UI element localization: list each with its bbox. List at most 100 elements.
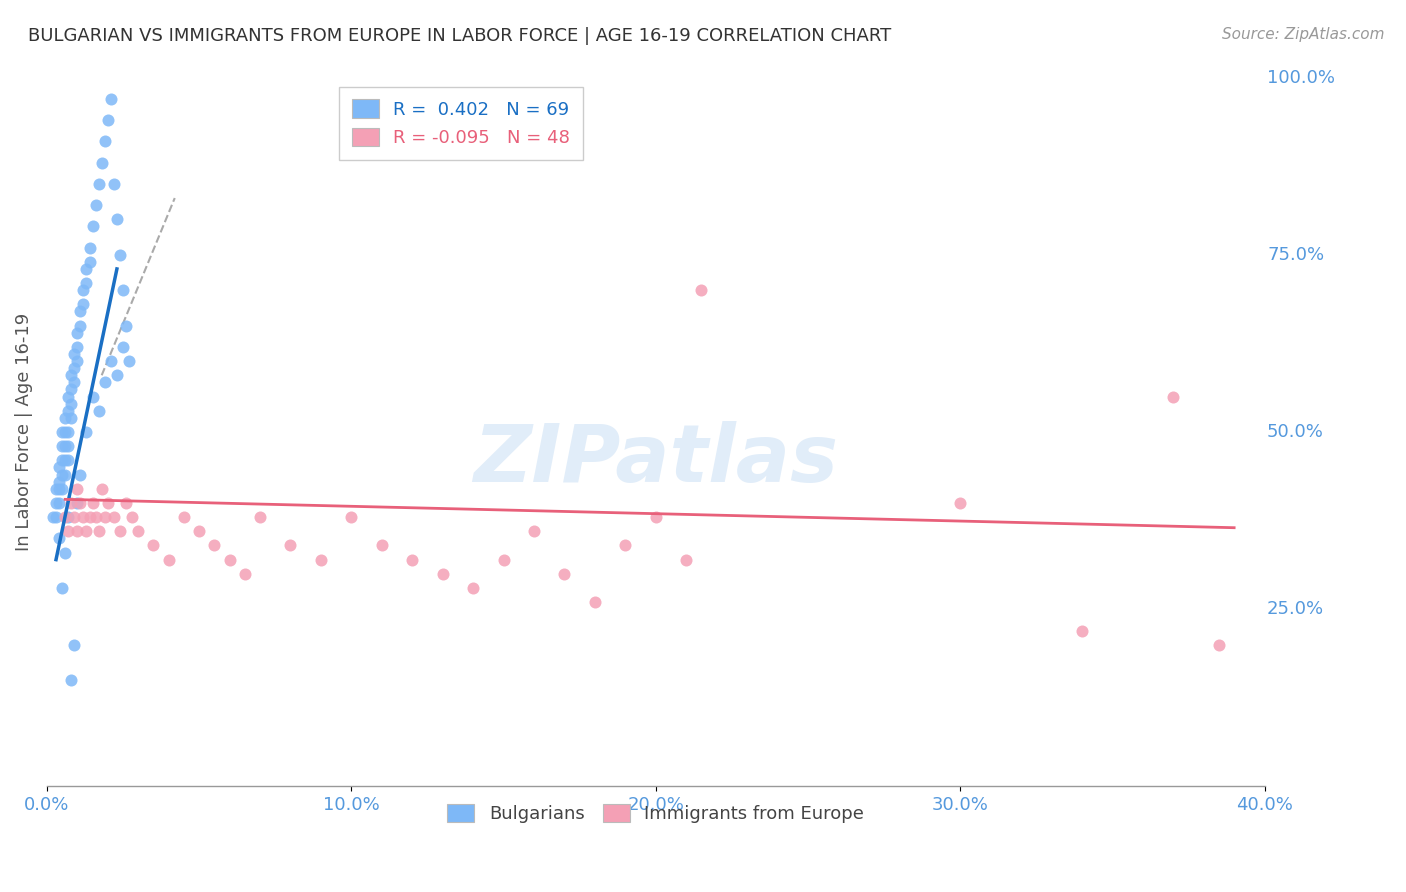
Point [63, 510, 86, 524]
Y-axis label: In Labor Force | Age 16-19: In Labor Force | Age 16-19 [15, 313, 32, 551]
Text: 75.0%: 75.0% [1267, 246, 1324, 264]
Point [84, 198, 107, 212]
Point [69, 467, 91, 482]
Text: Source: ZipAtlas.com: Source: ZipAtlas.com [1222, 27, 1385, 42]
Point [45, 510, 67, 524]
Point [53, 425, 76, 439]
Point [644, 510, 666, 524]
Point [108, 248, 131, 262]
Point [583, 595, 606, 609]
Point [60, 673, 83, 687]
Point [118, 354, 141, 368]
Point [66, 354, 89, 368]
Point [53, 467, 76, 482]
Point [1161, 390, 1184, 404]
Point [48, 475, 70, 489]
Point [60, 397, 83, 411]
Point [87, 177, 110, 191]
Point [69, 304, 91, 318]
Point [218, 552, 240, 566]
Point [58, 425, 80, 439]
Point [66, 524, 89, 539]
Point [115, 496, 138, 510]
Text: 25.0%: 25.0% [1267, 600, 1324, 618]
Point [82, 496, 104, 510]
Point [48, 482, 70, 496]
Point [340, 510, 363, 524]
Point [45, 482, 67, 496]
Point [105, 212, 128, 227]
Point [51, 467, 73, 482]
Point [233, 566, 256, 581]
Point [115, 318, 138, 333]
Point [614, 538, 637, 552]
Point [401, 552, 423, 566]
Point [66, 482, 89, 496]
Point [63, 376, 86, 390]
Point [690, 283, 713, 297]
Point [1208, 638, 1230, 652]
Point [69, 496, 91, 510]
Point [79, 255, 101, 269]
Text: BULGARIAN VS IMMIGRANTS FROM EUROPE IN LABOR FORCE | AGE 16-19 CORRELATION CHART: BULGARIAN VS IMMIGRANTS FROM EUROPE IN L… [28, 27, 891, 45]
Point [48, 532, 70, 546]
Point [53, 453, 76, 467]
Point [53, 510, 76, 524]
Point [60, 496, 83, 510]
Point [66, 326, 89, 340]
Point [87, 524, 110, 539]
Point [553, 566, 575, 581]
Point [48, 496, 70, 510]
Point [492, 552, 515, 566]
Point [75, 262, 97, 277]
Point [60, 410, 83, 425]
Point [63, 638, 86, 652]
Point [84, 510, 107, 524]
Point [87, 403, 110, 417]
Point [51, 425, 73, 439]
Point [51, 482, 73, 496]
Point [188, 524, 211, 539]
Point [58, 439, 80, 453]
Point [127, 524, 149, 539]
Point [142, 538, 165, 552]
Point [48, 460, 70, 475]
Point [111, 283, 134, 297]
Point [45, 496, 67, 510]
Point [202, 538, 225, 552]
Point [51, 581, 73, 595]
Point [100, 92, 122, 106]
Point [93, 134, 115, 148]
Point [121, 510, 143, 524]
Point [60, 383, 83, 397]
Point [72, 283, 94, 297]
Point [93, 376, 115, 390]
Point [75, 524, 97, 539]
Point [93, 510, 115, 524]
Point [58, 403, 80, 417]
Point [42, 510, 65, 524]
Point [63, 347, 86, 361]
Point [280, 538, 302, 552]
Point [111, 340, 134, 354]
Point [51, 439, 73, 453]
Point [108, 524, 131, 539]
Point [309, 552, 332, 566]
Point [90, 155, 112, 169]
Point [949, 496, 972, 510]
Point [82, 390, 104, 404]
Point [69, 318, 91, 333]
Point [60, 368, 83, 383]
Point [53, 439, 76, 453]
Point [82, 219, 104, 234]
Point [53, 545, 76, 559]
Point [66, 496, 89, 510]
Point [75, 276, 97, 290]
Point [461, 581, 484, 595]
Point [72, 510, 94, 524]
Text: 100.0%: 100.0% [1267, 69, 1336, 87]
Point [97, 496, 120, 510]
Point [523, 524, 546, 539]
Point [58, 524, 80, 539]
Point [58, 390, 80, 404]
